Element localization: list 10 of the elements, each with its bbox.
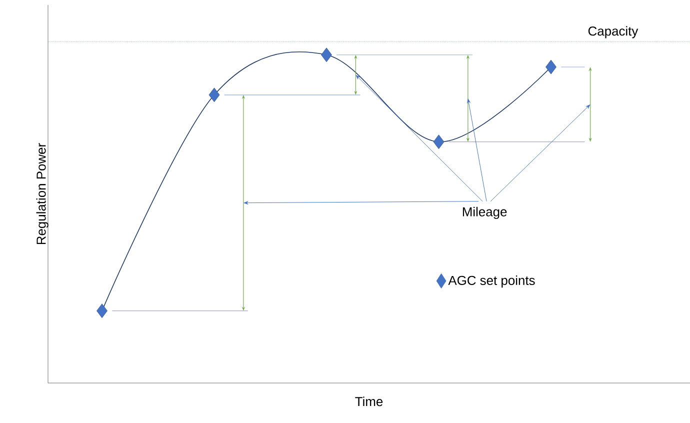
legend-label: AGC set points [448,275,535,288]
y-axis-title: Regulation Power [36,143,48,244]
x-axis-title: Time [355,396,383,406]
annotation: Mileage [462,206,507,219]
ref-line-label: Capacity [588,26,638,38]
point [208,88,220,102]
point [433,134,444,150]
point [546,60,556,74]
point [96,304,108,318]
point [321,48,332,62]
